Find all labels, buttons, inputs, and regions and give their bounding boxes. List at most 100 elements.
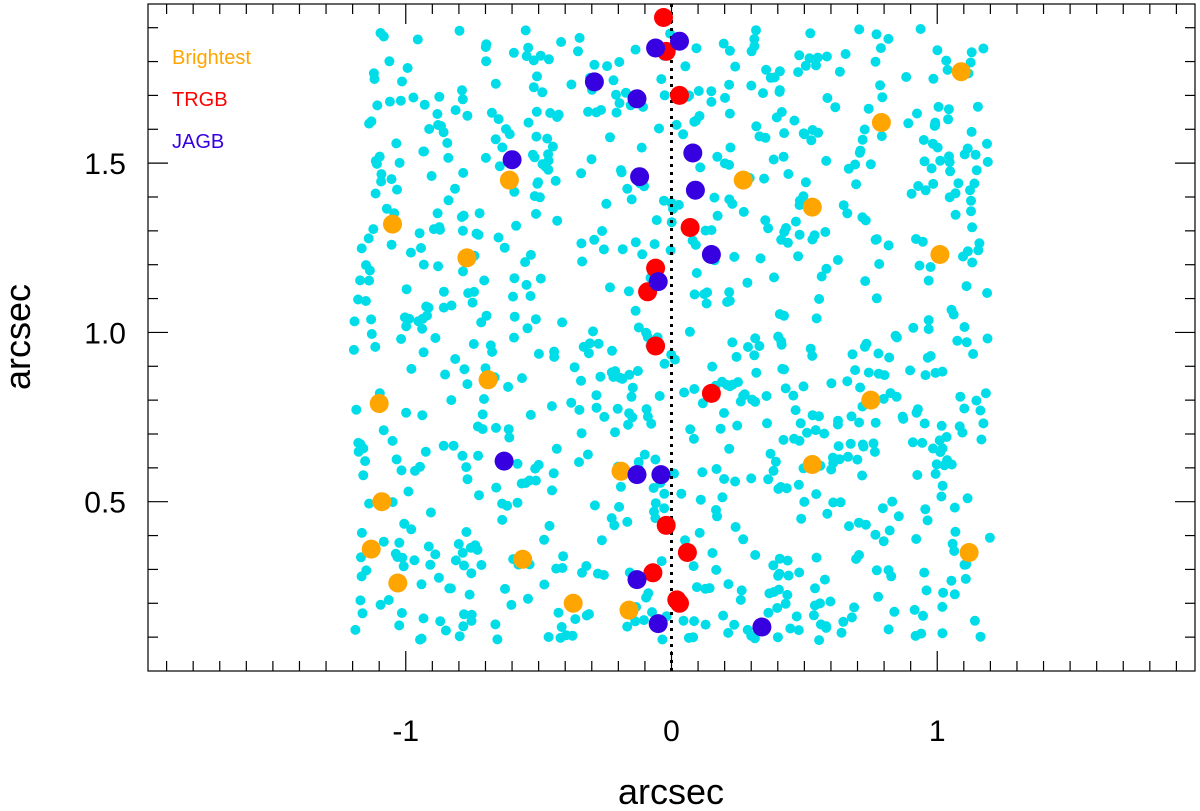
background-star-point — [360, 456, 371, 467]
background-star-point — [715, 423, 726, 434]
background-star-point — [750, 333, 761, 344]
background-star-point — [467, 297, 478, 308]
background-star-point — [769, 272, 779, 283]
background-star-point — [883, 240, 894, 251]
background-star-point — [596, 535, 607, 546]
background-star-point — [639, 449, 650, 460]
background-star-point — [694, 527, 705, 538]
background-star-point — [435, 616, 446, 627]
background-star-point — [749, 350, 760, 361]
background-star-point — [659, 358, 670, 369]
background-star-point — [627, 382, 638, 393]
background-star-point — [871, 565, 882, 576]
background-star-point — [700, 619, 711, 630]
background-star-point — [802, 427, 812, 438]
background-star-point — [965, 57, 976, 68]
background-star-point — [810, 583, 820, 594]
background-star-point — [390, 548, 401, 559]
background-star-point — [785, 623, 796, 634]
background-star-point — [406, 363, 417, 374]
background-star-point — [701, 298, 712, 309]
background-star-point — [857, 470, 868, 481]
background-star-point — [812, 52, 823, 63]
background-star-point — [401, 407, 412, 418]
background-star-point — [942, 455, 953, 466]
background-star-point — [772, 603, 783, 613]
background-star-point — [430, 333, 441, 343]
background-star-point — [446, 395, 457, 406]
background-star-point — [368, 68, 379, 79]
background-star-point — [758, 88, 768, 99]
background-star-point — [678, 129, 689, 140]
background-star-point — [450, 105, 461, 116]
background-star-point — [819, 574, 830, 585]
background-star-point — [982, 138, 992, 149]
background-star-point — [599, 411, 610, 422]
background-star-point — [750, 550, 761, 560]
background-star-point — [610, 427, 620, 438]
background-star-point — [577, 256, 588, 267]
background-star-point — [531, 106, 542, 117]
background-star-point — [372, 100, 383, 111]
background-star-point — [523, 42, 534, 53]
background-star-point — [959, 403, 970, 414]
background-star-point — [937, 628, 948, 639]
background-star-point — [718, 610, 729, 621]
background-star-point — [605, 282, 615, 293]
brightest-point — [959, 543, 979, 562]
background-star-point — [529, 191, 540, 202]
background-star-point — [688, 561, 699, 572]
background-star-point — [918, 610, 928, 621]
background-star-point — [967, 222, 978, 233]
background-star-point — [481, 39, 492, 50]
background-star-point — [725, 142, 736, 153]
background-star-point — [622, 621, 633, 632]
background-star-point — [936, 491, 947, 502]
background-star-point — [811, 489, 822, 500]
background-star-point — [586, 154, 597, 165]
background-star-point — [543, 632, 554, 642]
background-star-point — [406, 524, 417, 535]
background-star-point — [381, 203, 392, 214]
background-star-point — [481, 56, 492, 67]
background-star-point — [732, 420, 743, 431]
background-star-point — [577, 567, 587, 578]
background-star-point — [516, 478, 527, 489]
background-star-point — [608, 75, 619, 86]
background-star-point — [978, 43, 989, 54]
background-star-point — [626, 391, 637, 402]
background-star-point — [395, 95, 406, 106]
jagb-point — [683, 143, 703, 163]
background-star-point — [814, 294, 825, 304]
background-star-point — [754, 341, 765, 351]
background-star-point — [656, 74, 667, 85]
background-star-point — [794, 50, 805, 61]
background-star-point — [376, 169, 387, 180]
background-star-point — [446, 300, 457, 311]
background-star-point — [548, 468, 559, 479]
background-star-point — [610, 366, 621, 377]
background-star-point — [819, 428, 830, 439]
background-star-point — [512, 458, 523, 469]
background-star-point — [486, 107, 497, 118]
background-star-point — [383, 595, 394, 605]
background-star-point — [794, 567, 805, 578]
background-star-point — [384, 96, 395, 107]
background-star-point — [815, 598, 825, 609]
background-star-point — [826, 378, 837, 389]
background-star-point — [523, 117, 534, 128]
background-star-point — [492, 634, 503, 645]
background-star-point — [392, 184, 402, 195]
background-star-point — [650, 498, 661, 509]
background-star-point — [477, 424, 488, 435]
background-star-point — [412, 34, 423, 45]
background-star-point — [630, 237, 641, 248]
background-star-point — [800, 177, 811, 188]
background-star-point — [790, 216, 801, 227]
background-star-point — [540, 161, 551, 172]
background-star-point — [807, 410, 818, 421]
background-star-point — [828, 497, 839, 508]
background-star-point — [854, 147, 865, 158]
background-star-point — [584, 338, 595, 349]
background-star-point — [685, 424, 696, 435]
